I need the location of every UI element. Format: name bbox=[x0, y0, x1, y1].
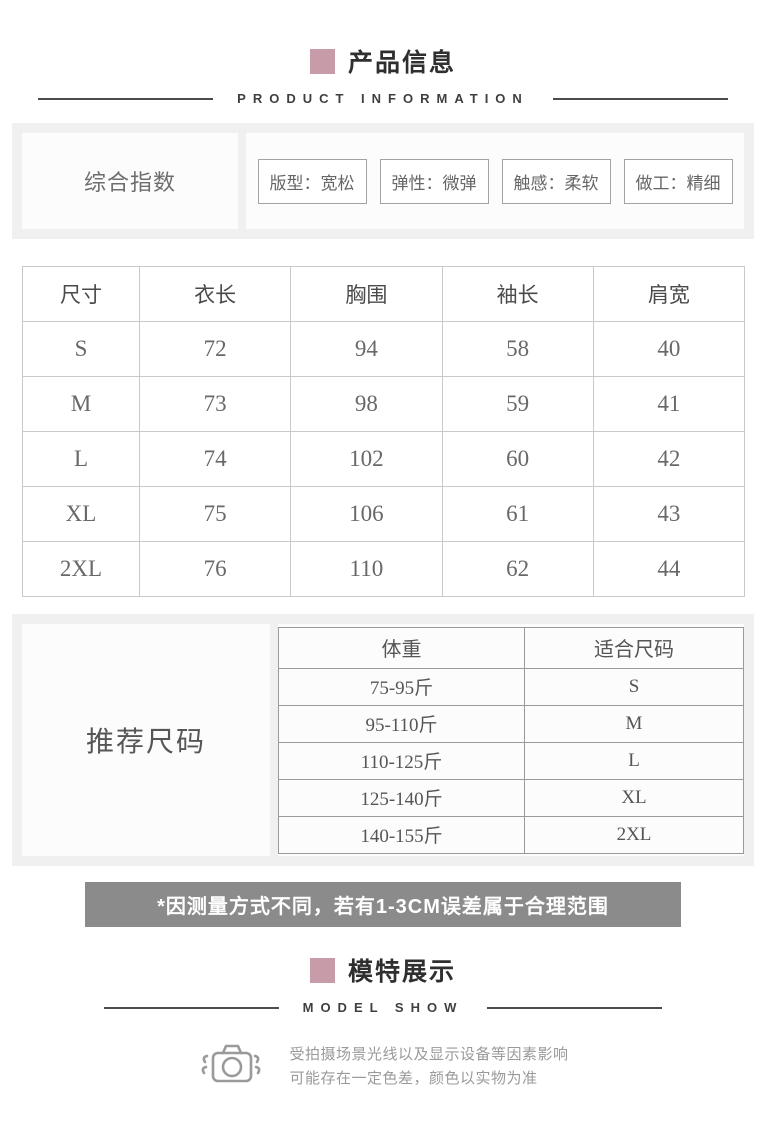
recommend-table-box: 体重 适合尺码 75-95斤 S 95-110斤 M 110-125斤 L 12… bbox=[278, 624, 744, 856]
pink-square-icon bbox=[309, 957, 335, 983]
size-table-row-2xl: 2XL 76 110 62 44 bbox=[22, 541, 746, 597]
divider-line-left bbox=[103, 1006, 279, 1009]
comprehensive-index-section: 综合指数 版型：宽松 弹性：微弹 触感：柔软 做工：精细 bbox=[12, 123, 754, 239]
size-cell: 60 bbox=[441, 431, 594, 487]
size-table-row-m: M 73 98 59 41 bbox=[22, 376, 746, 432]
size-cell: 72 bbox=[138, 321, 292, 377]
divider-line-right bbox=[487, 1006, 663, 1009]
camera-icon bbox=[197, 1036, 265, 1097]
color-difference-text: 受拍摄场景光线以及显示设备等因素影响 可能存在一定色差，颜色以实物为准 bbox=[289, 1043, 568, 1091]
size-cell: 43 bbox=[592, 486, 746, 542]
measurement-note-bar: *因测量方式不同，若有1-3CM误差属于合理范围 bbox=[85, 882, 681, 927]
recommend-row-m: 95-110斤 M bbox=[278, 704, 744, 743]
size-cell: 40 bbox=[592, 321, 746, 377]
index-item-fit: 版型：宽松 bbox=[257, 158, 367, 204]
recommend-size-section: 推荐尺码 体重 适合尺码 75-95斤 S 95-110斤 M bbox=[12, 614, 754, 866]
fit-size-cell: XL bbox=[524, 778, 744, 817]
color-note-line1: 受拍摄场景光线以及显示设备等因素影响 bbox=[289, 1045, 569, 1063]
weight-cell: 110-125斤 bbox=[278, 741, 525, 780]
size-cell: 76 bbox=[138, 541, 292, 597]
size-table-row-s: S 72 94 58 40 bbox=[22, 321, 746, 377]
size-table-header: 袖长 bbox=[441, 266, 594, 322]
size-cell: M bbox=[22, 376, 140, 432]
product-info-title-row: 产品信息 bbox=[0, 43, 766, 79]
size-cell: 2XL bbox=[22, 541, 140, 597]
size-cell: 42 bbox=[592, 431, 746, 487]
size-table-row-l: L 74 102 60 42 bbox=[22, 431, 746, 487]
size-table-header-row: 尺寸 衣长 胸围 袖长 肩宽 bbox=[22, 266, 746, 322]
fit-size-cell: M bbox=[524, 704, 744, 743]
recommend-row-l: 110-125斤 L bbox=[278, 741, 744, 780]
recommend-table-header: 体重 bbox=[278, 626, 525, 669]
fit-size-cell: L bbox=[524, 741, 744, 780]
size-cell: 106 bbox=[290, 486, 443, 542]
recommend-table: 体重 适合尺码 75-95斤 S 95-110斤 M 110-125斤 L 12… bbox=[278, 626, 744, 854]
color-note-line2: 可能存在一定色差，颜色以实物为准 bbox=[289, 1069, 538, 1087]
size-table-header: 衣长 bbox=[138, 266, 292, 322]
fit-size-cell: 2XL bbox=[524, 815, 744, 854]
product-info-subtitle: PRODUCT INFORMATION bbox=[237, 91, 529, 106]
divider-line-right bbox=[552, 97, 728, 100]
size-cell: 94 bbox=[290, 321, 443, 377]
index-item-elasticity: 弹性：微弹 bbox=[379, 158, 489, 204]
size-table-header: 尺寸 bbox=[22, 266, 140, 322]
index-item-workmanship: 做工：精细 bbox=[623, 158, 733, 204]
product-info-header: 产品信息 PRODUCT INFORMATION bbox=[0, 0, 766, 106]
size-cell: L bbox=[22, 431, 140, 487]
recommend-label-box: 推荐尺码 bbox=[22, 624, 270, 856]
model-show-subtitle-row: MODEL SHOW bbox=[0, 1000, 766, 1015]
size-cell: 58 bbox=[441, 321, 594, 377]
index-label: 综合指数 bbox=[83, 170, 176, 195]
size-cell: 75 bbox=[138, 486, 292, 542]
recommend-label: 推荐尺码 bbox=[85, 726, 206, 757]
recommend-table-header-row: 体重 适合尺码 bbox=[278, 626, 744, 669]
size-table-header: 胸围 bbox=[290, 266, 443, 322]
size-cell: 110 bbox=[290, 541, 443, 597]
weight-cell: 75-95斤 bbox=[278, 667, 525, 706]
model-show-title-row: 模特展示 bbox=[0, 952, 766, 988]
index-label-box: 综合指数 bbox=[22, 133, 238, 229]
product-info-title: 产品信息 bbox=[347, 49, 456, 77]
model-show-header: 模特展示 MODEL SHOW bbox=[0, 952, 766, 1015]
size-table-header: 肩宽 bbox=[592, 266, 746, 322]
recommend-row-s: 75-95斤 S bbox=[278, 667, 744, 706]
recommend-table-header: 适合尺码 bbox=[524, 626, 744, 669]
size-table: 尺寸 衣长 胸围 袖长 肩宽 S 72 94 58 40 M 73 98 59 … bbox=[22, 266, 746, 597]
size-cell: 74 bbox=[138, 431, 292, 487]
model-show-subtitle: MODEL SHOW bbox=[302, 1000, 464, 1015]
size-cell: 62 bbox=[441, 541, 594, 597]
product-info-subtitle-row: PRODUCT INFORMATION bbox=[0, 91, 766, 106]
size-cell: XL bbox=[22, 486, 140, 542]
size-cell: 102 bbox=[290, 431, 443, 487]
size-table-section: 尺寸 衣长 胸围 袖长 肩宽 S 72 94 58 40 M 73 98 59 … bbox=[22, 266, 746, 597]
size-cell: 44 bbox=[592, 541, 746, 597]
size-cell: 59 bbox=[441, 376, 594, 432]
weight-cell: 95-110斤 bbox=[278, 704, 525, 743]
size-cell: 98 bbox=[290, 376, 443, 432]
size-cell: 61 bbox=[441, 486, 594, 542]
color-difference-note: 受拍摄场景光线以及显示设备等因素影响 可能存在一定色差，颜色以实物为准 bbox=[0, 1036, 766, 1097]
fit-size-cell: S bbox=[524, 667, 744, 706]
recommend-row-xl: 125-140斤 XL bbox=[278, 778, 744, 817]
size-table-row-xl: XL 75 106 61 43 bbox=[22, 486, 746, 542]
weight-cell: 140-155斤 bbox=[278, 815, 525, 854]
model-show-title: 模特展示 bbox=[347, 958, 456, 986]
size-cell: S bbox=[22, 321, 140, 377]
pink-square-icon bbox=[309, 48, 335, 74]
recommend-row-2xl: 140-155斤 2XL bbox=[278, 815, 744, 854]
index-item-touch: 触感：柔软 bbox=[501, 158, 611, 204]
weight-cell: 125-140斤 bbox=[278, 778, 525, 817]
index-items-box: 版型：宽松 弹性：微弹 触感：柔软 做工：精细 bbox=[246, 133, 744, 229]
divider-line-left bbox=[38, 97, 214, 100]
size-cell: 73 bbox=[138, 376, 292, 432]
size-cell: 41 bbox=[592, 376, 746, 432]
